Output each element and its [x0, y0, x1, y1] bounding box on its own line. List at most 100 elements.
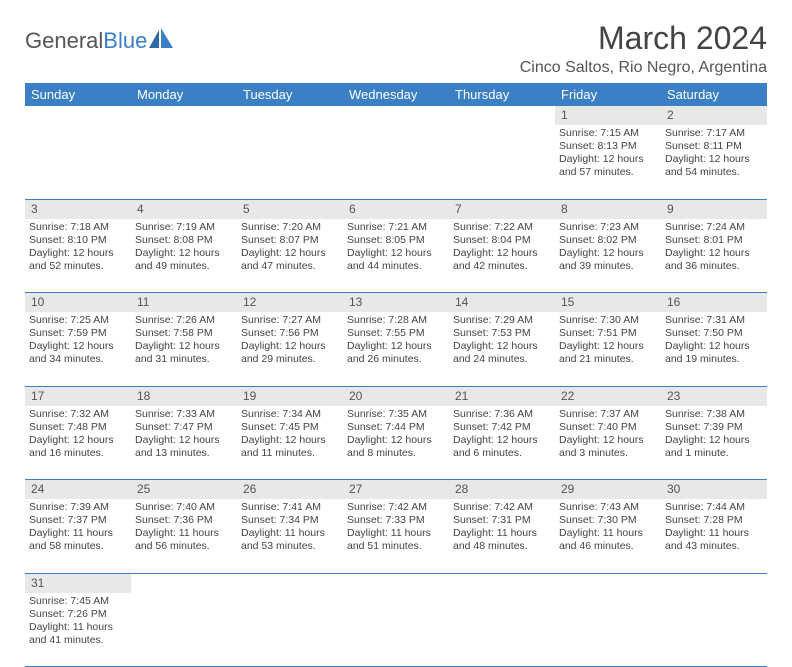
sunrise-text: Sunrise: 7:25 AM [29, 314, 127, 327]
day-number-row: 12 [25, 106, 767, 125]
sunset-text: Sunset: 7:56 PM [241, 327, 339, 340]
empty-cell [449, 125, 555, 199]
sunset-text: Sunset: 7:39 PM [665, 421, 763, 434]
sunrise-text: Sunrise: 7:38 AM [665, 408, 763, 421]
daylight-text: and 58 minutes. [29, 540, 127, 553]
empty-cell [131, 106, 237, 125]
day-number: 4 [131, 199, 237, 219]
daylight-text: and 31 minutes. [135, 353, 233, 366]
day-number: 5 [237, 199, 343, 219]
sunset-text: Sunset: 7:47 PM [135, 421, 233, 434]
daylight-text: Daylight: 12 hours [347, 434, 445, 447]
day-cell: Sunrise: 7:22 AMSunset: 8:04 PMDaylight:… [449, 219, 555, 293]
daylight-text: Daylight: 12 hours [347, 340, 445, 353]
sunset-text: Sunset: 7:59 PM [29, 327, 127, 340]
empty-cell [343, 125, 449, 199]
sunrise-text: Sunrise: 7:23 AM [559, 221, 657, 234]
day-number: 9 [661, 199, 767, 219]
sunset-text: Sunset: 7:55 PM [347, 327, 445, 340]
daylight-text: Daylight: 12 hours [29, 434, 127, 447]
sunrise-text: Sunrise: 7:28 AM [347, 314, 445, 327]
empty-cell [343, 106, 449, 125]
sunset-text: Sunset: 7:34 PM [241, 514, 339, 527]
day-cell: Sunrise: 7:42 AMSunset: 7:31 PMDaylight:… [449, 499, 555, 573]
daylight-text: Daylight: 12 hours [29, 340, 127, 353]
daylight-text: Daylight: 12 hours [665, 247, 763, 260]
daylight-text: and 42 minutes. [453, 260, 551, 273]
daylight-text: Daylight: 11 hours [29, 527, 127, 540]
day-number: 18 [131, 386, 237, 406]
sunset-text: Sunset: 7:58 PM [135, 327, 233, 340]
day-number: 1 [555, 106, 661, 125]
daylight-text: Daylight: 11 hours [241, 527, 339, 540]
day-cell: Sunrise: 7:42 AMSunset: 7:33 PMDaylight:… [343, 499, 449, 573]
empty-cell [449, 573, 555, 593]
sunset-text: Sunset: 7:36 PM [135, 514, 233, 527]
daylight-text: and 51 minutes. [347, 540, 445, 553]
daylight-text: and 6 minutes. [453, 447, 551, 460]
day-content-row: Sunrise: 7:39 AMSunset: 7:37 PMDaylight:… [25, 499, 767, 573]
sunrise-text: Sunrise: 7:45 AM [29, 595, 127, 608]
sunset-text: Sunset: 7:53 PM [453, 327, 551, 340]
day-cell: Sunrise: 7:19 AMSunset: 8:08 PMDaylight:… [131, 219, 237, 293]
daylight-text: Daylight: 12 hours [559, 434, 657, 447]
empty-cell [555, 593, 661, 667]
day-number: 30 [661, 480, 767, 500]
day-cell: Sunrise: 7:27 AMSunset: 7:56 PMDaylight:… [237, 312, 343, 386]
empty-cell [343, 593, 449, 667]
sunrise-text: Sunrise: 7:29 AM [453, 314, 551, 327]
sunset-text: Sunset: 8:10 PM [29, 234, 127, 247]
sunset-text: Sunset: 8:05 PM [347, 234, 445, 247]
sunrise-text: Sunrise: 7:15 AM [559, 127, 657, 140]
weekday-header: Thursday [449, 83, 555, 106]
logo-text-general: General [25, 28, 103, 54]
sunset-text: Sunset: 8:11 PM [665, 140, 763, 153]
daylight-text: Daylight: 12 hours [453, 434, 551, 447]
daylight-text: Daylight: 11 hours [453, 527, 551, 540]
day-number-row: 24252627282930 [25, 480, 767, 500]
day-number-row: 3456789 [25, 199, 767, 219]
sunset-text: Sunset: 7:30 PM [559, 514, 657, 527]
calendar-body: 12Sunrise: 7:15 AMSunset: 8:13 PMDayligh… [25, 106, 767, 667]
sunset-text: Sunset: 7:50 PM [665, 327, 763, 340]
location-subtitle: Cinco Saltos, Rio Negro, Argentina [520, 59, 767, 77]
sunset-text: Sunset: 7:48 PM [29, 421, 127, 434]
sunset-text: Sunset: 7:45 PM [241, 421, 339, 434]
weekday-header: Friday [555, 83, 661, 106]
weekday-header: Sunday [25, 83, 131, 106]
day-cell: Sunrise: 7:35 AMSunset: 7:44 PMDaylight:… [343, 406, 449, 480]
sunrise-text: Sunrise: 7:37 AM [559, 408, 657, 421]
day-number: 13 [343, 293, 449, 313]
daylight-text: Daylight: 12 hours [453, 247, 551, 260]
empty-cell [25, 106, 131, 125]
sunset-text: Sunset: 7:40 PM [559, 421, 657, 434]
day-cell: Sunrise: 7:36 AMSunset: 7:42 PMDaylight:… [449, 406, 555, 480]
day-number-row: 10111213141516 [25, 293, 767, 313]
empty-cell [25, 125, 131, 199]
day-cell: Sunrise: 7:34 AMSunset: 7:45 PMDaylight:… [237, 406, 343, 480]
sunrise-text: Sunrise: 7:41 AM [241, 501, 339, 514]
daylight-text: and 47 minutes. [241, 260, 339, 273]
sunset-text: Sunset: 8:08 PM [135, 234, 233, 247]
day-cell: Sunrise: 7:21 AMSunset: 8:05 PMDaylight:… [343, 219, 449, 293]
day-cell: Sunrise: 7:40 AMSunset: 7:36 PMDaylight:… [131, 499, 237, 573]
day-number: 6 [343, 199, 449, 219]
day-cell: Sunrise: 7:31 AMSunset: 7:50 PMDaylight:… [661, 312, 767, 386]
day-number: 15 [555, 293, 661, 313]
day-number: 23 [661, 386, 767, 406]
day-cell: Sunrise: 7:23 AMSunset: 8:02 PMDaylight:… [555, 219, 661, 293]
weekday-header: Monday [131, 83, 237, 106]
sunrise-text: Sunrise: 7:30 AM [559, 314, 657, 327]
day-number-row: 17181920212223 [25, 386, 767, 406]
empty-cell [237, 125, 343, 199]
daylight-text: and 21 minutes. [559, 353, 657, 366]
day-cell: Sunrise: 7:39 AMSunset: 7:37 PMDaylight:… [25, 499, 131, 573]
sunset-text: Sunset: 7:42 PM [453, 421, 551, 434]
sunrise-text: Sunrise: 7:24 AM [665, 221, 763, 234]
daylight-text: Daylight: 12 hours [347, 247, 445, 260]
day-content-row: Sunrise: 7:32 AMSunset: 7:48 PMDaylight:… [25, 406, 767, 480]
daylight-text: Daylight: 11 hours [29, 621, 127, 634]
daylight-text: and 13 minutes. [135, 447, 233, 460]
sunset-text: Sunset: 7:26 PM [29, 608, 127, 621]
day-cell: Sunrise: 7:18 AMSunset: 8:10 PMDaylight:… [25, 219, 131, 293]
